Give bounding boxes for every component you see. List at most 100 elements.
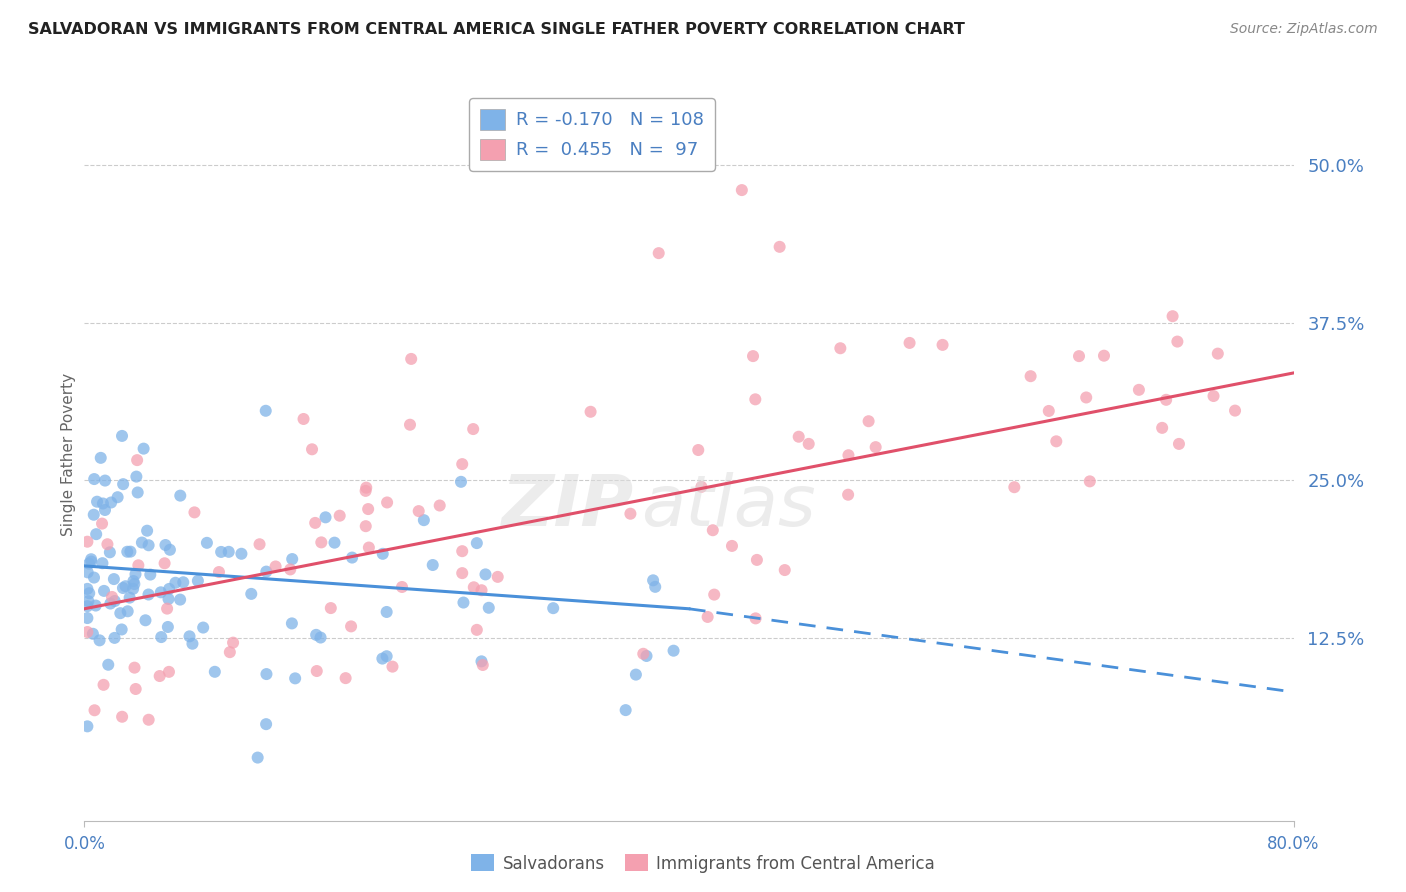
Point — [218, 545, 240, 559]
Point — [614, 703, 637, 717]
Point — [157, 591, 180, 606]
Point — [340, 619, 363, 633]
Point — [451, 544, 474, 558]
Point — [486, 570, 509, 584]
Point — [90, 450, 112, 465]
Point — [422, 558, 444, 572]
Point — [742, 349, 765, 363]
Text: atlas: atlas — [641, 472, 815, 541]
Point — [83, 472, 105, 486]
Point — [1128, 383, 1150, 397]
Point — [453, 596, 475, 610]
Point — [744, 392, 766, 407]
Point — [76, 625, 98, 640]
Point — [169, 592, 191, 607]
Point — [179, 629, 201, 643]
Point — [619, 507, 641, 521]
Point — [156, 601, 179, 615]
Point — [112, 477, 135, 491]
Point — [648, 246, 671, 260]
Point — [470, 654, 492, 668]
Point — [91, 556, 114, 570]
Point — [83, 508, 105, 522]
Point — [84, 599, 107, 613]
Point — [281, 552, 304, 566]
Point — [898, 335, 921, 350]
Point — [183, 505, 205, 519]
Legend: R = -0.170   N = 108, R =  0.455   N =  97: R = -0.170 N = 108, R = 0.455 N = 97 — [470, 98, 716, 170]
Point — [139, 567, 162, 582]
Point — [301, 442, 323, 457]
Point — [703, 588, 725, 602]
Point — [429, 499, 451, 513]
Point — [1154, 392, 1177, 407]
Point — [246, 750, 269, 764]
Point — [470, 583, 492, 598]
Point — [124, 577, 146, 591]
Point — [107, 490, 129, 504]
Point — [209, 545, 232, 559]
Point — [218, 645, 240, 659]
Point — [169, 489, 191, 503]
Point — [76, 611, 98, 625]
Point — [371, 547, 394, 561]
Point — [208, 565, 231, 579]
Point — [122, 574, 145, 588]
Point — [157, 582, 180, 596]
Point — [193, 621, 215, 635]
Point — [157, 665, 180, 679]
Point — [254, 717, 277, 731]
Point — [381, 659, 404, 673]
Point — [463, 580, 485, 594]
Point — [89, 633, 111, 648]
Point — [463, 422, 485, 436]
Point — [633, 647, 655, 661]
Point — [662, 643, 685, 657]
Point — [83, 703, 105, 717]
Point — [375, 649, 398, 664]
Point — [1019, 369, 1042, 384]
Point — [292, 412, 315, 426]
Point — [643, 574, 665, 588]
Point — [787, 430, 810, 444]
Point — [335, 671, 357, 685]
Point — [138, 538, 160, 552]
Point — [111, 623, 134, 637]
Point — [304, 516, 326, 530]
Point — [323, 535, 346, 549]
Point — [111, 710, 134, 724]
Point — [541, 601, 564, 615]
Point — [117, 545, 139, 559]
Point — [100, 495, 122, 509]
Point — [138, 587, 160, 601]
Point — [76, 582, 98, 596]
Point — [702, 523, 724, 537]
Point — [319, 601, 342, 615]
Point — [76, 719, 98, 733]
Point — [155, 538, 177, 552]
Point — [231, 547, 253, 561]
Point — [94, 474, 117, 488]
Point — [124, 567, 146, 582]
Point — [111, 581, 134, 595]
Point — [579, 405, 602, 419]
Point — [114, 579, 136, 593]
Point — [76, 534, 98, 549]
Point — [76, 599, 98, 614]
Point — [1076, 391, 1098, 405]
Point — [136, 524, 159, 538]
Point — [357, 502, 380, 516]
Point — [125, 681, 148, 696]
Point — [195, 536, 218, 550]
Point — [94, 503, 117, 517]
Point — [82, 627, 104, 641]
Point — [696, 610, 718, 624]
Point — [471, 658, 494, 673]
Point — [1045, 434, 1067, 449]
Point — [222, 635, 245, 649]
Y-axis label: Single Father Poverty: Single Father Poverty — [60, 374, 76, 536]
Point — [122, 582, 145, 596]
Point — [1161, 309, 1184, 323]
Point — [830, 341, 852, 355]
Point — [375, 495, 398, 509]
